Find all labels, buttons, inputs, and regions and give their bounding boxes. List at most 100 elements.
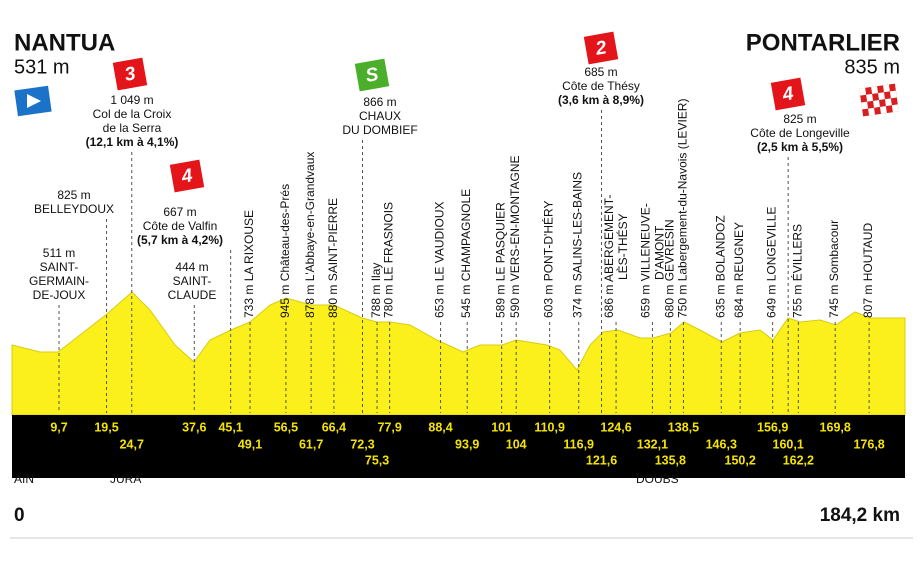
start-name: NANTUA xyxy=(14,29,115,56)
km-label: 77,9 xyxy=(377,420,401,434)
badge-label: 4 xyxy=(780,83,795,106)
climb-badge: 2 xyxy=(583,31,619,65)
town-name: ÉVILLERS xyxy=(790,224,805,281)
town-name: ABERGEMENT- xyxy=(602,195,616,282)
town-label: 755 m ÉVILLERS xyxy=(790,224,805,318)
town-altitude: 603 m xyxy=(542,285,556,318)
waypoint-name: SAINT- xyxy=(173,274,212,288)
town-altitude: 589 m xyxy=(494,285,508,318)
km-label: 37,6 xyxy=(182,420,206,434)
town-altitude: 653 m xyxy=(433,285,447,318)
town-name: SAINT-PIERRE xyxy=(326,198,340,281)
town-label: 603 m PONT-D'HÉRY xyxy=(541,201,556,318)
badge-box xyxy=(770,77,806,111)
town-altitude: 590 m xyxy=(508,285,522,318)
km-label: 124,6 xyxy=(600,420,631,434)
badge-label: 4 xyxy=(179,165,194,188)
km-label: 132,1 xyxy=(637,437,668,451)
town-altitude: 680 m xyxy=(663,285,677,318)
start-distance: 0 xyxy=(14,505,25,526)
town-name: VERS-EN-MONTAGNE xyxy=(508,156,522,282)
waypoint-name: Côte de Valfin xyxy=(143,219,218,233)
waypoint-name: CLAUDE xyxy=(168,288,217,302)
town-label: 807 m HOUTAUD xyxy=(861,223,875,318)
town-label: 649 m LONGEVILLE xyxy=(765,207,779,318)
town-label: 880 m SAINT-PIERRE xyxy=(326,198,340,318)
km-label: 56,5 xyxy=(274,420,298,434)
finish-name: PONTARLIER xyxy=(746,29,900,56)
km-label: 110,9 xyxy=(534,420,565,434)
town-name: Labergement-du-Navois (LEVIER) xyxy=(676,99,690,282)
km-label: 61,7 xyxy=(299,437,323,451)
km-label: 75,3 xyxy=(365,453,389,467)
distance-band xyxy=(12,415,905,478)
climb-badge: 3 xyxy=(112,57,148,91)
km-label: 156,9 xyxy=(757,420,788,434)
town-altitude: 686 m xyxy=(602,285,616,318)
waypoint-name: Côte de Longeville xyxy=(750,126,850,140)
town-label: 878 m L'Abbaye-en-Grandvaux xyxy=(303,152,317,318)
climb-badge: 4 xyxy=(770,77,806,111)
town-name: CHAMPAGNOLE xyxy=(459,189,473,281)
town-altitude: 635 m xyxy=(713,285,727,318)
finish-altitude: 835 m xyxy=(844,56,900,78)
km-label: 88,4 xyxy=(428,420,452,434)
region-label: AIN xyxy=(14,472,34,486)
town-label: 653 m LE VAUDIOUX xyxy=(433,201,447,318)
start-flag xyxy=(14,85,52,117)
km-label: 49,1 xyxy=(238,437,262,451)
km-label: 138,5 xyxy=(668,420,699,434)
town-altitude: 733 m xyxy=(242,285,256,318)
town-altitude: 649 m xyxy=(765,285,779,318)
climb-detail: (12,1 km à 4,1%) xyxy=(86,135,179,149)
km-label: 19,5 xyxy=(94,420,118,434)
waypoint-name: CHAUX xyxy=(359,109,401,123)
town-label: 686 m ABERGEMENT- xyxy=(602,195,616,318)
km-label: 9,7 xyxy=(50,420,67,434)
town-label: 780 m LE FRASNOIS xyxy=(382,202,396,318)
km-label: 162,2 xyxy=(783,453,814,467)
waypoint-name: BELLEYDOUX xyxy=(34,202,114,216)
km-label: 135,8 xyxy=(655,453,686,467)
elevation-profile xyxy=(11,291,906,416)
town-name: LE PASQUIER xyxy=(494,202,508,281)
km-label: 146,3 xyxy=(706,437,737,451)
waypoint-name: SAINT- xyxy=(40,260,79,274)
badge-label: 2 xyxy=(593,37,608,60)
town-label: 589 m LE PASQUIER xyxy=(494,202,508,318)
waypoint-name: Côte de Thésy xyxy=(562,79,640,93)
km-label: 150,2 xyxy=(725,453,756,467)
badge-box xyxy=(112,57,148,91)
km-label: 66,4 xyxy=(322,420,346,434)
town-altitude: 780 m xyxy=(382,285,396,318)
waypoint-name: DE-JOUX xyxy=(33,288,86,302)
km-label: 160,1 xyxy=(773,437,804,451)
town-label: 374 m SALINS-LES-BAINS xyxy=(571,172,585,318)
town-label: 945 m Château-des-Prés xyxy=(278,184,292,318)
town-altitude: 684 m xyxy=(732,285,746,318)
town-name: Ilay xyxy=(369,263,383,282)
town-label: 590 m VERS-EN-MONTAGNE xyxy=(508,156,522,319)
town-altitude: 745 m xyxy=(827,285,841,318)
town-label: 635 m BOLANDOZ xyxy=(713,215,727,318)
town-name: BOLANDOZ xyxy=(713,215,727,281)
sprint-badge: S xyxy=(354,58,390,92)
town-name: SALINS-LES-BAINS xyxy=(571,172,585,281)
town-altitude: 755 m xyxy=(791,285,805,318)
town-name: Sombacour xyxy=(827,220,841,281)
climb-detail: (3,6 km à 8,9%) xyxy=(558,93,644,107)
town-name: L'Abbaye-en-Grandvaux xyxy=(303,152,317,282)
region-label: JURA xyxy=(110,472,141,486)
town-altitude: 880 m xyxy=(326,285,340,318)
town-name: D'AMONT xyxy=(653,225,667,280)
climb-detail: (2,5 km à 5,5%) xyxy=(757,140,843,154)
badge-label: 3 xyxy=(123,63,137,86)
finish-distance: 184,2 km xyxy=(820,505,900,526)
town-altitude: 788 m xyxy=(369,285,383,318)
waypoint-altitude: 667 m xyxy=(163,205,196,219)
waypoint-altitude: 825 m xyxy=(57,188,90,202)
km-label: 104 xyxy=(506,437,527,451)
town-name: Château-des-Prés xyxy=(278,184,292,281)
km-label: 24,7 xyxy=(120,437,144,451)
waypoint-altitude: 444 m xyxy=(175,260,208,274)
